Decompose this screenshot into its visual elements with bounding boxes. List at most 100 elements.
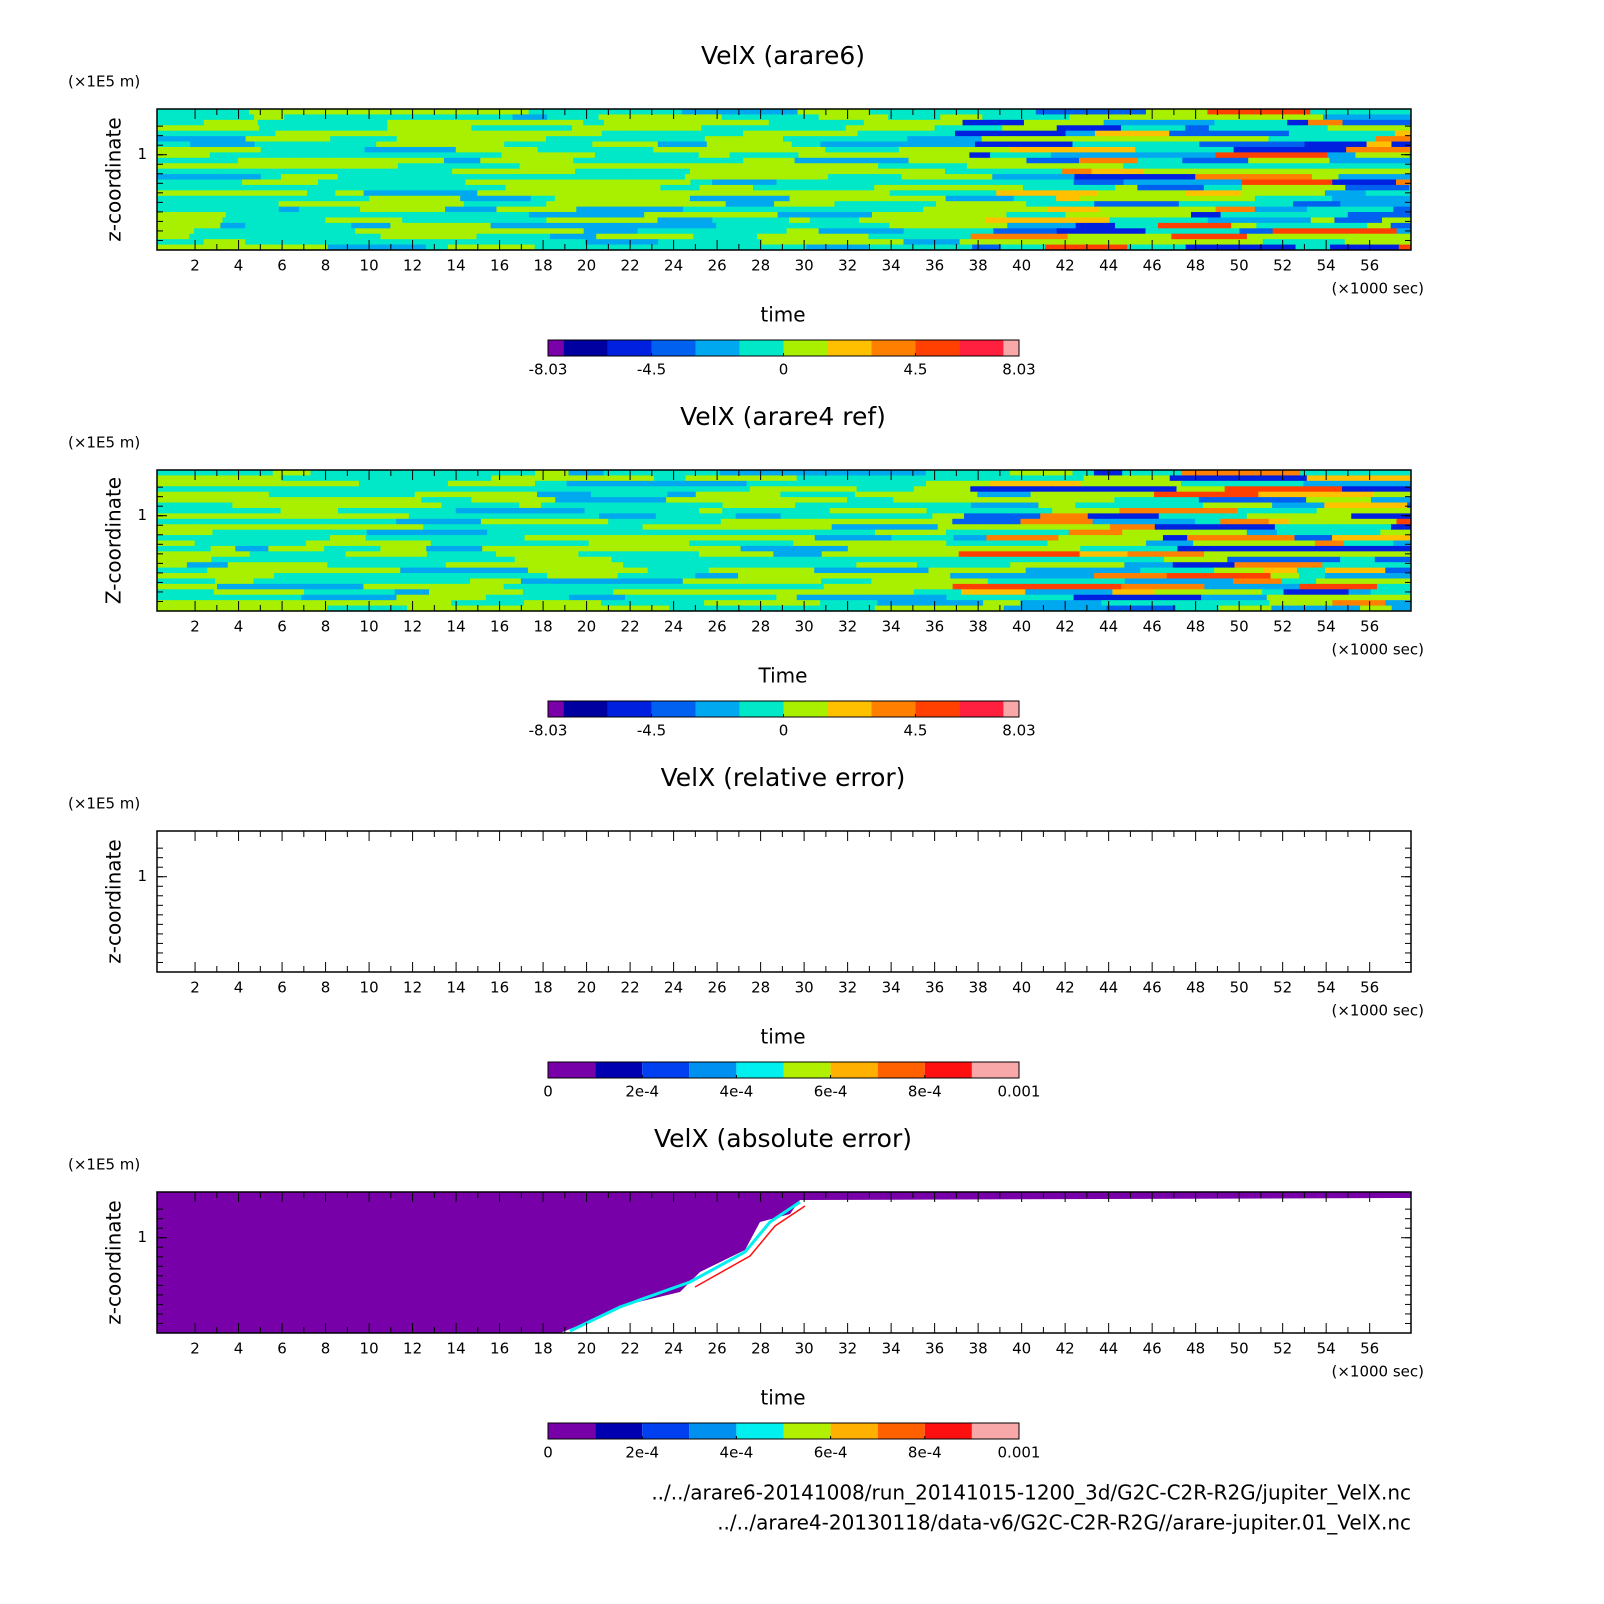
contour-band bbox=[820, 141, 852, 148]
x-tick-label: 54 bbox=[1317, 1340, 1336, 1358]
contour-band bbox=[1254, 206, 1309, 214]
plot-frame bbox=[156, 108, 1412, 251]
contour-band bbox=[157, 233, 191, 241]
contour-field bbox=[157, 470, 1411, 611]
contour-band bbox=[1109, 524, 1156, 531]
contour-band bbox=[747, 583, 825, 591]
contour-band bbox=[481, 228, 585, 235]
contour-band bbox=[1122, 529, 1248, 537]
contour-band bbox=[891, 535, 955, 542]
colorbar-bin bbox=[871, 340, 916, 356]
contour-band bbox=[879, 201, 938, 208]
contour-band bbox=[877, 600, 985, 607]
contour-band bbox=[333, 475, 404, 482]
contour-band bbox=[612, 486, 693, 493]
contour-band bbox=[1258, 491, 1374, 499]
chart-title: VelX (absolute error) bbox=[654, 1124, 912, 1153]
colorbar-tick-label: -8.03 bbox=[529, 722, 568, 740]
colorbar-tick-label: 8e-4 bbox=[908, 1083, 942, 1101]
x-tick-label: 32 bbox=[838, 979, 857, 997]
contour-band bbox=[208, 244, 329, 250]
contour-band bbox=[706, 141, 793, 148]
contour-band bbox=[402, 201, 465, 208]
contour-band bbox=[611, 174, 687, 181]
contour-band bbox=[1311, 174, 1340, 181]
contour-band bbox=[1115, 184, 1139, 192]
contour-band bbox=[881, 136, 909, 143]
contour-band bbox=[769, 190, 891, 197]
contour-band bbox=[480, 157, 575, 165]
contour-band bbox=[798, 152, 876, 159]
contour-band bbox=[496, 551, 546, 558]
contour-band bbox=[1198, 497, 1308, 504]
contour-band bbox=[823, 583, 954, 591]
contour-band bbox=[635, 130, 745, 138]
contour-band bbox=[701, 589, 826, 596]
colorbar-bin bbox=[736, 1423, 784, 1439]
contour-band bbox=[546, 217, 630, 224]
contour-band bbox=[1207, 217, 1312, 224]
contour-band bbox=[267, 513, 350, 520]
colorbar-bin bbox=[548, 1423, 596, 1439]
contour-band bbox=[201, 146, 262, 154]
contour-band bbox=[157, 201, 280, 208]
contour-band bbox=[1288, 518, 1398, 526]
colorbar-tick-label: 6e-4 bbox=[814, 1083, 848, 1101]
x-tick-label: 18 bbox=[534, 1340, 553, 1358]
contour-band bbox=[584, 507, 701, 515]
contour-band bbox=[985, 217, 1111, 224]
x-tick-label: 12 bbox=[403, 257, 422, 275]
contour-band bbox=[628, 217, 659, 224]
x-tick-label: 16 bbox=[490, 257, 509, 275]
contour-band bbox=[351, 222, 392, 230]
contour-band bbox=[893, 497, 1007, 504]
colorbar-tick-label: 0 bbox=[779, 361, 789, 379]
file-path: ../../arare4-20130118/data-v6/G2C-C2R-R2… bbox=[717, 1511, 1411, 1535]
x-tick-label: 52 bbox=[1273, 618, 1292, 636]
contour-band bbox=[1000, 244, 1047, 250]
contour-band bbox=[594, 152, 700, 159]
colorbar-tick-label: 0 bbox=[543, 1444, 553, 1462]
contour-band bbox=[1293, 201, 1342, 208]
x-tick-label: 38 bbox=[969, 257, 988, 275]
contour-band bbox=[981, 136, 1014, 143]
contour-band bbox=[986, 535, 1060, 542]
contour-band bbox=[280, 174, 307, 181]
x-tick-label: 44 bbox=[1099, 1340, 1118, 1358]
contour-band bbox=[1124, 578, 1235, 585]
colorbar-bin bbox=[739, 701, 784, 717]
contour-band bbox=[476, 233, 551, 241]
contour-band bbox=[749, 486, 858, 493]
contour-band bbox=[566, 480, 681, 488]
contour-band bbox=[1334, 217, 1384, 224]
contour-band bbox=[880, 195, 947, 203]
file-path: ../../arare6-20141008/run_20141015-1200_… bbox=[651, 1481, 1411, 1505]
contour-band bbox=[1052, 518, 1094, 526]
contour-band bbox=[780, 174, 830, 181]
contour-band bbox=[1391, 141, 1411, 148]
contour-band bbox=[1157, 470, 1183, 477]
contour-band bbox=[303, 545, 326, 553]
contour-band bbox=[970, 502, 1040, 509]
contour-band bbox=[823, 518, 954, 526]
x-tick-label: 8 bbox=[321, 257, 331, 275]
x-tick-label: 36 bbox=[925, 257, 944, 275]
contour-band bbox=[546, 201, 659, 208]
contour-band bbox=[1046, 190, 1098, 197]
contour-band bbox=[1009, 146, 1137, 154]
contour-band bbox=[989, 480, 1082, 488]
contour-band bbox=[471, 497, 557, 504]
contour-band bbox=[1033, 551, 1081, 558]
contour-band bbox=[1220, 518, 1270, 526]
contour-band bbox=[455, 507, 586, 515]
contour-band bbox=[946, 540, 1049, 547]
contour-band bbox=[1137, 157, 1184, 165]
contour-band bbox=[666, 497, 770, 504]
contour-band bbox=[387, 125, 473, 132]
contour-band bbox=[157, 562, 188, 569]
contour-band bbox=[590, 491, 669, 499]
contour-band bbox=[278, 201, 404, 208]
contour-band bbox=[794, 157, 910, 165]
contour-band bbox=[230, 491, 270, 499]
contour-band bbox=[1175, 605, 1220, 611]
